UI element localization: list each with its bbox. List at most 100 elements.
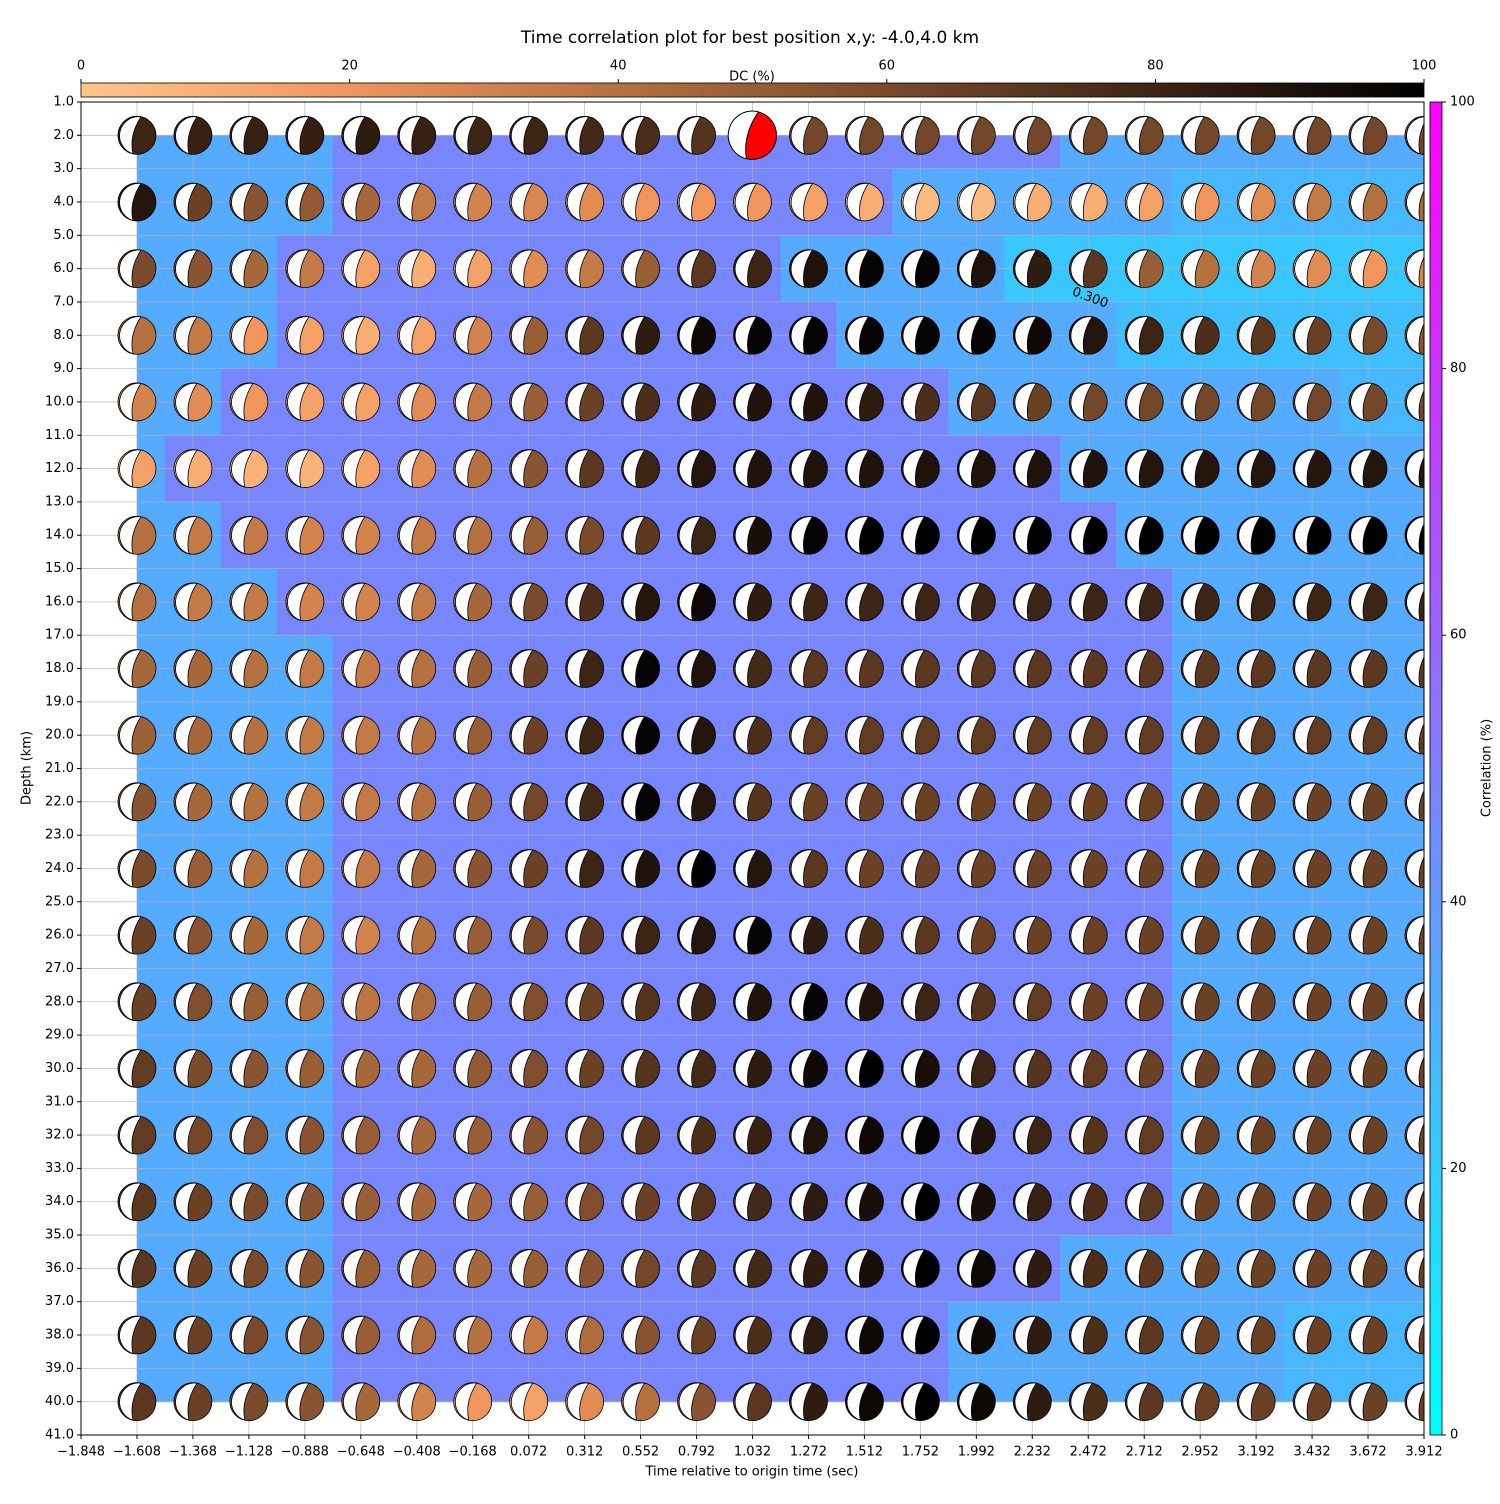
beachball-nodal	[902, 1382, 926, 1421]
beachball-nodal	[231, 516, 254, 555]
beachball	[341, 1115, 381, 1155]
beachball	[341, 315, 381, 355]
x-tick-label: 2.952	[1182, 1445, 1219, 1460]
beachball	[621, 849, 660, 888]
beachball-nodal	[734, 516, 758, 555]
beachball-nodal	[566, 316, 590, 355]
beachball	[1292, 915, 1332, 955]
beachball-nodal	[1350, 1249, 1373, 1288]
beachball	[397, 849, 437, 888]
beachball-nodal	[1406, 1249, 1424, 1288]
beachball	[397, 1315, 437, 1355]
beachball-nodal	[1294, 782, 1317, 821]
beachball	[565, 582, 605, 622]
beachball	[453, 1315, 493, 1355]
beachball	[677, 115, 716, 155]
beachball-nodal	[1294, 1249, 1317, 1288]
beachball	[285, 382, 325, 422]
beachball	[509, 315, 549, 355]
beachball-nodal	[958, 582, 982, 621]
beachball	[733, 649, 772, 688]
beachball-nodal	[454, 1316, 478, 1355]
chart-title: Time correlation plot for best position …	[520, 28, 979, 48]
beachball-nodal	[343, 249, 366, 288]
beachball-nodal	[119, 1382, 142, 1421]
beachball	[789, 1382, 828, 1422]
beachball-nodal	[510, 182, 534, 222]
beachball-nodal	[231, 849, 254, 888]
beachball	[1124, 782, 1164, 822]
beachball	[285, 715, 325, 755]
dc-colorbar-label: DC (%)	[729, 70, 775, 85]
beachball-nodal	[175, 449, 198, 488]
y-tick-label: 25.0	[45, 894, 74, 909]
beachball-nodal	[1014, 582, 1037, 621]
beachball	[1124, 1049, 1164, 1088]
y-tick-label: 13.0	[45, 494, 74, 509]
beachball-nodal	[398, 316, 422, 355]
beachball	[509, 849, 549, 888]
beachball	[1404, 1182, 1424, 1222]
beachball	[1012, 915, 1052, 955]
beachball	[845, 582, 884, 622]
beachball	[453, 515, 493, 555]
beachball-nodal	[1350, 716, 1373, 755]
beachball-nodal	[790, 849, 814, 888]
beachball-nodal	[510, 1182, 534, 1221]
beachball-nodal	[231, 982, 254, 1021]
beachball	[677, 1382, 716, 1422]
beachball-nodal	[398, 916, 422, 955]
beachball-nodal	[1070, 1049, 1093, 1088]
beachball-nodal	[1350, 916, 1373, 955]
beachball	[956, 1115, 996, 1155]
beachball-nodal	[958, 1049, 982, 1088]
beachball-nodal	[1014, 716, 1037, 755]
beachball-nodal	[958, 1116, 982, 1155]
y-tick-label: 1.0	[53, 95, 74, 110]
beachball	[173, 382, 213, 422]
beachball-nodal	[1238, 116, 1261, 155]
beachball-nodal	[1294, 516, 1317, 555]
beachball	[1068, 649, 1108, 688]
beachball	[117, 1049, 157, 1088]
beachball	[1236, 1315, 1276, 1355]
x-axis-label: Time relative to origin time (sec)	[644, 1465, 858, 1480]
beachball	[1180, 115, 1220, 155]
beachball-nodal	[622, 249, 646, 288]
beachball	[956, 249, 996, 289]
beachball	[789, 849, 828, 888]
x-tick-label: −0.408	[393, 1445, 441, 1460]
beachball	[956, 449, 996, 488]
beachball	[845, 1115, 884, 1155]
beachball	[956, 849, 996, 888]
beachball-nodal	[1350, 1116, 1373, 1155]
beachball-nodal	[454, 716, 478, 755]
beachball	[621, 315, 660, 355]
x-tick-label: 3.672	[1349, 1445, 1386, 1460]
beachball-nodal	[1238, 1182, 1261, 1221]
beachball-nodal	[846, 182, 870, 222]
beachball-nodal	[343, 1116, 366, 1155]
beachball	[789, 1182, 828, 1222]
beachball-nodal	[846, 449, 870, 488]
beachball-nodal	[1126, 1049, 1149, 1088]
beachball	[1124, 1182, 1164, 1222]
beachball	[397, 1115, 437, 1155]
beachball	[1012, 1248, 1052, 1288]
y-tick-label: 11.0	[45, 428, 74, 443]
beachball	[1180, 782, 1220, 822]
beachball-nodal	[454, 1382, 478, 1421]
beachball	[677, 649, 716, 688]
beachball-nodal	[622, 449, 646, 488]
beachball	[173, 915, 213, 955]
beachball	[845, 1248, 884, 1288]
beachball-nodal	[175, 249, 198, 288]
beachball-nodal	[1126, 649, 1149, 688]
y-tick-label: 8.0	[53, 328, 74, 343]
beachball-nodal	[1238, 716, 1261, 755]
beachball-nodal	[1406, 916, 1424, 955]
beachball-nodal	[1406, 382, 1424, 422]
y-tick-label: 9.0	[53, 361, 74, 376]
y-tick-label: 34.0	[45, 1194, 74, 1209]
x-tick-label: 2.712	[1126, 1445, 1163, 1460]
